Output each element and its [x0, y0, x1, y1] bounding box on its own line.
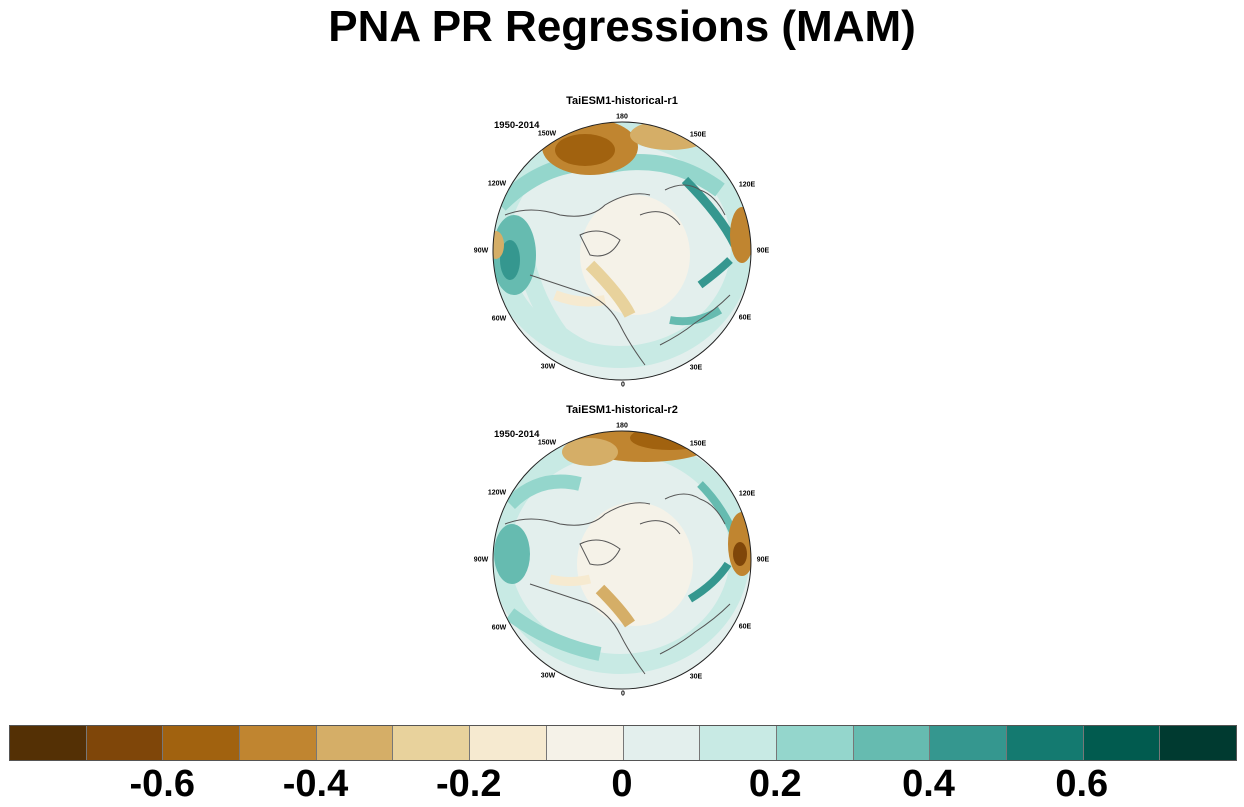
lon-label: 30E	[690, 365, 702, 372]
lon-label: 0	[621, 691, 625, 698]
lon-label: 150W	[538, 131, 556, 138]
colorbar-tick-label: 0	[611, 763, 632, 806]
colorbar-tick-label: -0.6	[130, 763, 195, 806]
colorbar-swatch	[10, 726, 87, 760]
colorbar-swatch	[87, 726, 164, 760]
colorbar-swatch	[240, 726, 317, 760]
lon-label: 150W	[538, 440, 556, 447]
colorbar-tick-label: 0.4	[902, 763, 955, 806]
lon-label: 60W	[492, 316, 506, 323]
colorbar-swatch	[1084, 726, 1161, 760]
colorbar-swatch	[393, 726, 470, 760]
colorbar-tick-label: 0.2	[749, 763, 802, 806]
colorbar-swatch	[854, 726, 931, 760]
colorbar	[9, 725, 1237, 761]
polar-map	[470, 95, 774, 395]
colorbar-swatch	[700, 726, 777, 760]
lon-label: 150E	[690, 441, 706, 448]
lon-label: 180	[616, 423, 628, 430]
polar-map	[470, 404, 774, 704]
colorbar-swatch	[163, 726, 240, 760]
colorbar-swatch	[624, 726, 701, 760]
colorbar-swatch	[1160, 726, 1236, 760]
lon-label: 60W	[492, 625, 506, 632]
lon-label: 90E	[757, 248, 769, 255]
colorbar-tick-label: -0.2	[436, 763, 501, 806]
map-panel-r1: TaiESM1-historical-r1 1950-2014	[470, 95, 774, 395]
lon-label: 90E	[757, 557, 769, 564]
colorbar-swatch	[777, 726, 854, 760]
lon-label: 90W	[474, 557, 488, 564]
colorbar-tick-label: -0.4	[283, 763, 348, 806]
map-panel-r2: TaiESM1-historical-r2 1950-2014	[470, 404, 774, 704]
colorbar-tick-label: 0.6	[1055, 763, 1108, 806]
lon-label: 120E	[739, 182, 755, 189]
colorbar-swatch	[930, 726, 1007, 760]
colorbar-swatch	[547, 726, 624, 760]
lon-label: 90W	[474, 248, 488, 255]
lon-label: 60E	[739, 624, 751, 631]
lon-label: 30W	[541, 364, 555, 371]
lon-label: 60E	[739, 315, 751, 322]
lon-label: 120W	[488, 181, 506, 188]
colorbar-swatch	[317, 726, 394, 760]
lon-label: 0	[621, 382, 625, 389]
lon-label: 120W	[488, 490, 506, 497]
lon-label: 30E	[690, 674, 702, 681]
lon-label: 120E	[739, 491, 755, 498]
colorbar-swatch	[1007, 726, 1084, 760]
colorbar-swatch	[470, 726, 547, 760]
lon-label: 30W	[541, 673, 555, 680]
figure-title: PNA PR Regressions (MAM)	[0, 2, 1244, 52]
lon-label: 180	[616, 114, 628, 121]
lon-label: 150E	[690, 132, 706, 139]
